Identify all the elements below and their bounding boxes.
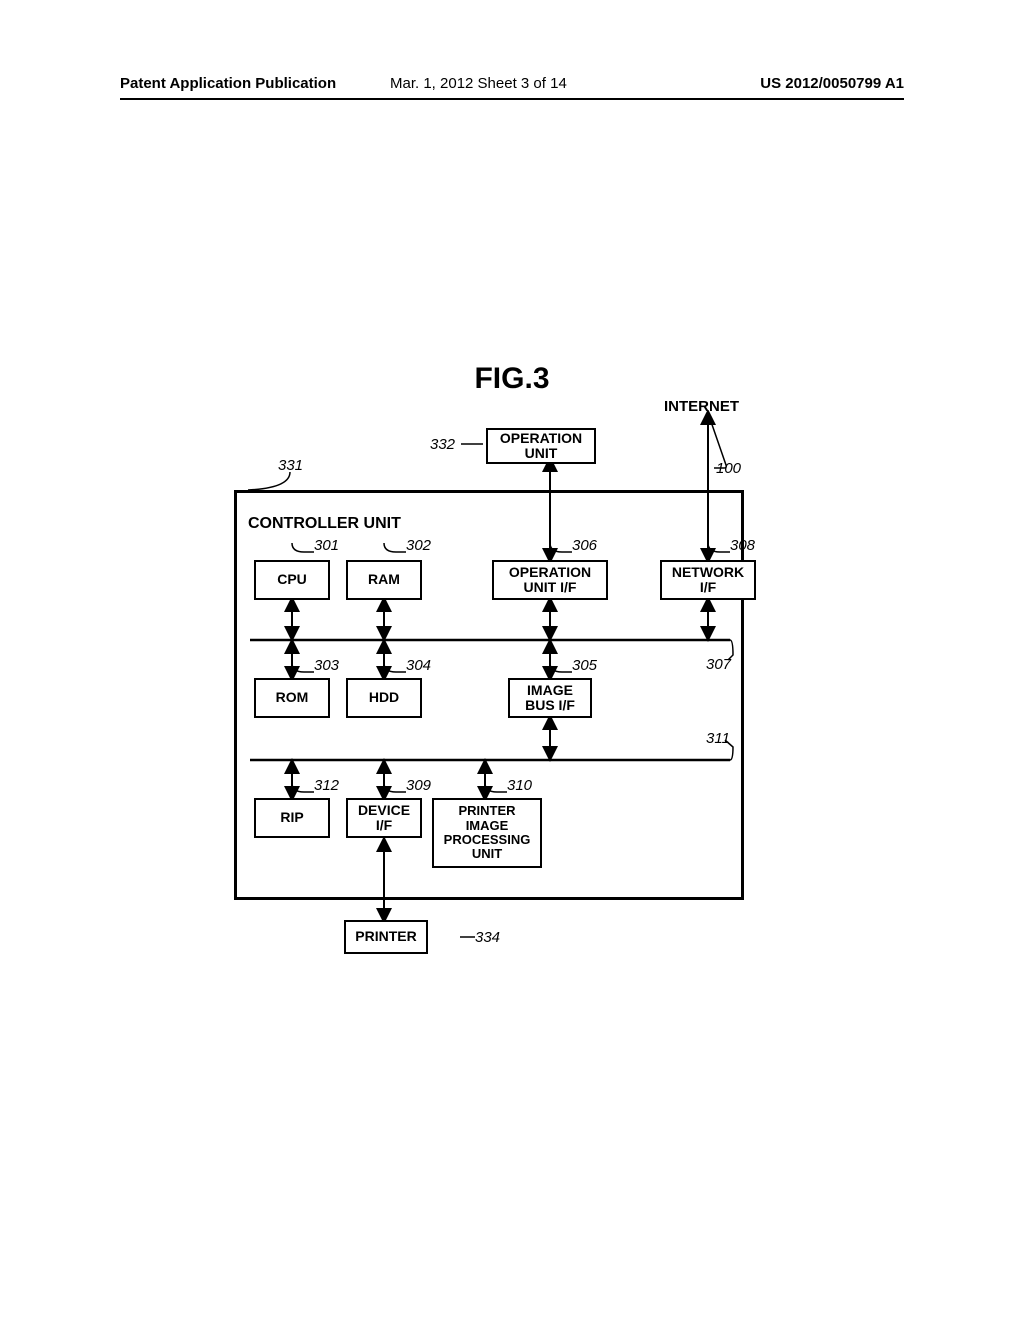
- header-publication: Patent Application Publication: [120, 75, 336, 92]
- ref-100: 100: [716, 460, 741, 477]
- ref-312: 312: [314, 777, 339, 794]
- ref-306: 306: [572, 537, 597, 554]
- cpu-block: CPU: [254, 560, 330, 600]
- ref-310: 310: [507, 777, 532, 794]
- printer-image-processing-block: PRINTER IMAGE PROCESSING UNIT: [432, 798, 542, 868]
- ref-301: 301: [314, 537, 339, 554]
- internet-label: INTERNET: [664, 398, 739, 415]
- image-bus-if-block: IMAGE BUS I/F: [508, 678, 592, 718]
- ref-309: 309: [406, 777, 431, 794]
- printer-block: PRINTER: [344, 920, 428, 954]
- ref-304: 304: [406, 657, 431, 674]
- operation-unit-if-block: OPERATION UNIT I/F: [492, 560, 608, 600]
- patent-page: Patent Application Publication Mar. 1, 2…: [0, 0, 1024, 1320]
- ref-307: 307: [706, 656, 731, 673]
- network-if-block: NETWORK I/F: [660, 560, 756, 600]
- ref-334: 334: [475, 929, 500, 946]
- block-diagram: INTERNET OPERATION UNIT 332 100 331 CONT…: [228, 410, 798, 970]
- ref-303: 303: [314, 657, 339, 674]
- ref-311: 311: [706, 730, 730, 747]
- hdd-block: HDD: [346, 678, 422, 718]
- rip-block: RIP: [254, 798, 330, 838]
- ref-331: 331: [278, 457, 303, 474]
- ref-305: 305: [572, 657, 597, 674]
- header-date-sheet: Mar. 1, 2012 Sheet 3 of 14: [390, 75, 567, 92]
- header-pub-number: US 2012/0050799 A1: [760, 75, 904, 92]
- ram-block: RAM: [346, 560, 422, 600]
- figure-title: FIG.3: [0, 362, 1024, 396]
- ref-308: 308: [730, 537, 755, 554]
- device-if-block: DEVICE I/F: [346, 798, 422, 838]
- rom-block: ROM: [254, 678, 330, 718]
- ref-332: 332: [430, 436, 455, 453]
- controller-unit-label: CONTROLLER UNIT: [248, 515, 401, 533]
- header-rule: [120, 98, 904, 100]
- ref-302: 302: [406, 537, 431, 554]
- operation-unit-block: OPERATION UNIT: [486, 428, 596, 464]
